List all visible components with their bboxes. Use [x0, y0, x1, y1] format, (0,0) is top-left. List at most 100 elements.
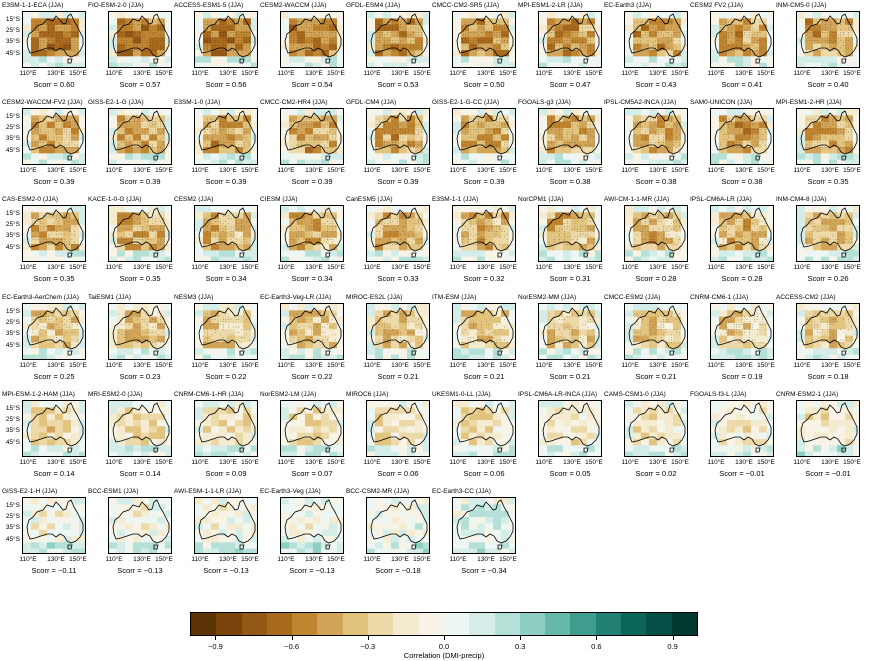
grid-cell [759, 62, 768, 67]
grid-cell [407, 438, 416, 446]
grid-cell [31, 206, 40, 213]
grid-cell [821, 250, 830, 257]
grid-cell [493, 322, 502, 330]
grid-cell [203, 401, 212, 408]
grid-cell [47, 243, 56, 251]
x-tick-label: 110°E [191, 556, 209, 563]
grid-cell [251, 516, 257, 524]
grid-cell [297, 523, 306, 530]
grid-cell [297, 62, 306, 67]
grid-cell [79, 341, 85, 349]
grid-cell [149, 109, 158, 116]
grid-cell [641, 224, 650, 232]
grid-cell [579, 24, 588, 32]
grid-cell [595, 354, 601, 359]
grid-cell [665, 322, 674, 330]
grid-cell [329, 237, 338, 245]
grid-cell [579, 146, 588, 154]
grid-cell [219, 341, 228, 349]
grid-cell [461, 432, 470, 440]
grid-cell [117, 335, 126, 343]
grid-cell [391, 354, 400, 359]
grid-cell [469, 18, 478, 25]
grid-cell [141, 329, 150, 336]
grid-cell [71, 451, 80, 456]
panel-title: GFDL-CM4 (JJA) [346, 99, 397, 106]
grid-cell [367, 256, 376, 261]
grid-cell [31, 49, 40, 57]
grid-cell [313, 12, 322, 19]
grid-cell [797, 438, 806, 446]
grid-cell [383, 354, 392, 359]
grid-cell [415, 432, 424, 440]
map-area [108, 11, 172, 68]
grid-cell [587, 159, 596, 164]
grid-cell [477, 529, 486, 537]
grid-cell [657, 310, 666, 317]
grid-cell [141, 304, 150, 311]
grid-cell [673, 127, 682, 135]
grid-cell [743, 115, 752, 122]
grid-cell [23, 322, 32, 330]
grid-cell [31, 146, 40, 154]
grid-cell [477, 322, 486, 330]
grid-cell [673, 451, 682, 456]
grid-cell [39, 12, 48, 19]
grid-cell [321, 30, 330, 38]
grid-cell [563, 304, 572, 311]
grid-cell [477, 445, 486, 452]
grid-cell [735, 109, 744, 116]
grid-cell [469, 237, 478, 245]
grid-cell [195, 153, 204, 160]
x-tick-label: 130°E [47, 70, 65, 77]
grid-cell [751, 237, 760, 245]
grid-cell [281, 12, 290, 19]
grid-cell [289, 523, 298, 530]
grid-cell [243, 250, 252, 257]
grid-cell [219, 24, 228, 32]
grid-cell [813, 134, 822, 141]
grid-cell [219, 237, 228, 245]
grid-cell [743, 12, 752, 19]
grid-cell [625, 341, 634, 349]
grid-cell [149, 159, 158, 164]
grid-cell [477, 341, 486, 349]
grid-cell [829, 407, 838, 414]
grid-cell [501, 231, 510, 238]
grid-cell [727, 256, 736, 261]
scorr-label: Scorr = 0.38 [549, 177, 591, 186]
grid-cell [251, 523, 257, 530]
grid-cell [711, 335, 720, 343]
grid-cell [547, 62, 556, 67]
grid-cell [329, 322, 338, 330]
grid-cell [829, 224, 838, 232]
grid-cell [39, 43, 48, 51]
scorr-label: Scorr = 0.39 [33, 177, 75, 186]
grid-cell [23, 354, 32, 359]
australia-coastline [456, 402, 514, 447]
grid-cell [203, 12, 212, 19]
grid-cell [31, 354, 40, 359]
grid-cell [195, 401, 204, 408]
grid-cell [563, 206, 572, 213]
grid-cell [157, 206, 166, 213]
grid-cell [149, 407, 158, 414]
grid-cell [415, 212, 424, 219]
grid-cell [461, 56, 470, 63]
grid-cell [211, 504, 220, 511]
grid-cell [649, 212, 658, 219]
grid-cell [735, 316, 744, 324]
grid-cell [751, 451, 760, 456]
grid-cell [759, 43, 768, 51]
grid-cell [227, 49, 236, 57]
grid-cell [71, 231, 80, 238]
grid-cell [837, 243, 846, 251]
grid-cell [649, 206, 658, 213]
grid-cell [329, 121, 338, 129]
panel-title: CESM2 FV2 (JJA) [690, 2, 744, 9]
grid-cell [31, 237, 40, 245]
grid-cell [79, 510, 85, 518]
grid-cell [195, 256, 204, 261]
grid-cell [493, 121, 502, 129]
grid-cell [633, 140, 642, 148]
